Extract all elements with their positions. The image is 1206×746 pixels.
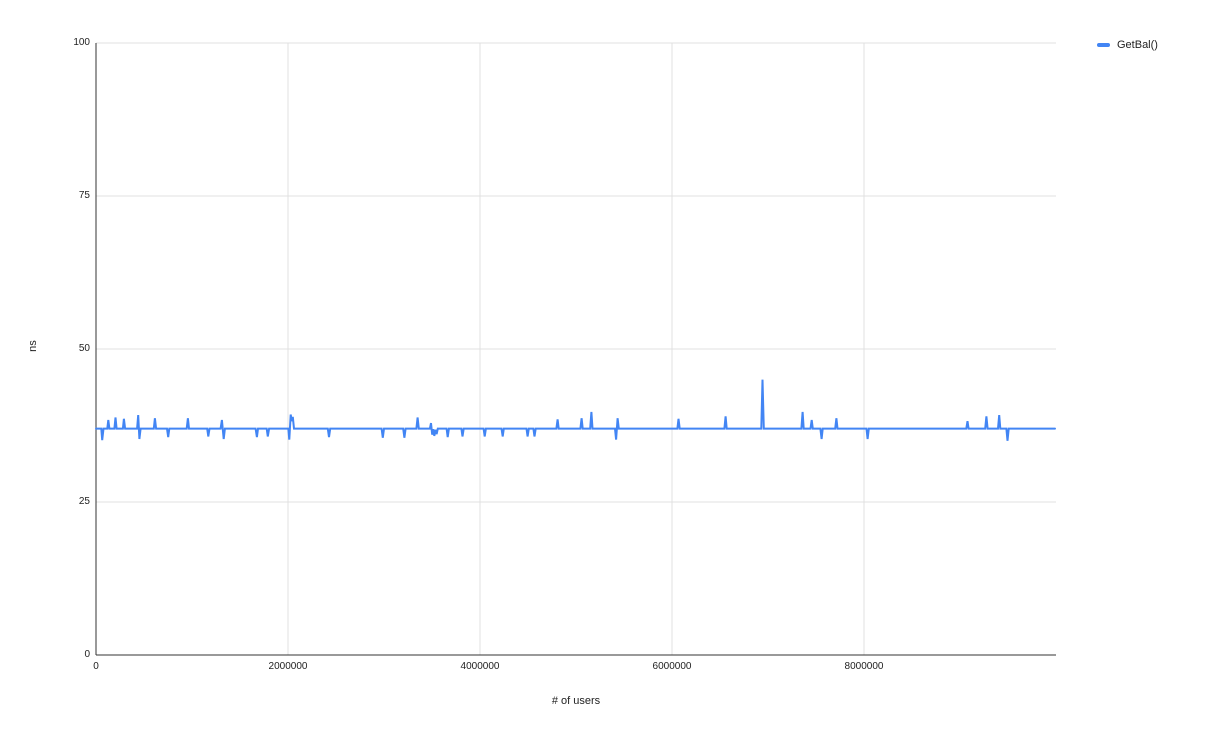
x-tick-label: 6000000 bbox=[652, 661, 692, 672]
y-tick-label: 100 bbox=[73, 37, 90, 48]
y-axis-title: ns bbox=[27, 340, 39, 352]
legend-marker-icon bbox=[1097, 43, 1110, 47]
x-tick-label: 2000000 bbox=[268, 661, 308, 672]
legend-label: GetBal() bbox=[1117, 39, 1158, 51]
series-line-getbal bbox=[95, 379, 1056, 441]
y-tick-label: 75 bbox=[78, 190, 90, 201]
x-tick-label: 4000000 bbox=[460, 661, 500, 672]
y-tick-label: 50 bbox=[78, 343, 90, 354]
x-axis-title: # of users bbox=[551, 695, 601, 707]
x-tick-label: 8000000 bbox=[844, 661, 884, 672]
y-tick-label: 0 bbox=[84, 649, 90, 660]
y-tick-label: 25 bbox=[78, 496, 90, 507]
x-tick-label: 0 bbox=[93, 661, 99, 672]
legend: GetBal() bbox=[1097, 39, 1158, 51]
